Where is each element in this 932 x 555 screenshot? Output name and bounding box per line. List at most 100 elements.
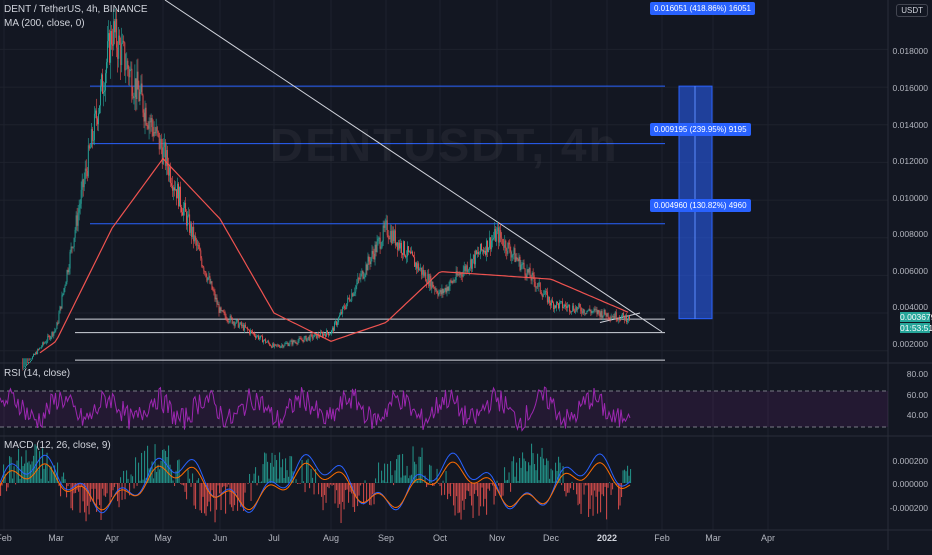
candle-body (34, 354, 35, 355)
macd-histogram-bar (597, 483, 598, 514)
candle-body (606, 314, 607, 316)
rsi-legend[interactable]: RSI (14, close) (4, 368, 70, 379)
candle-body (569, 305, 570, 312)
candle-body (628, 315, 629, 320)
macd-histogram-bar (114, 483, 115, 487)
macd-histogram-bar (66, 483, 67, 497)
candle-body (182, 212, 183, 215)
macd-histogram-bar (408, 478, 409, 483)
macd-histogram-bar (369, 483, 370, 505)
candle-body (103, 92, 104, 94)
macd-histogram-bar (594, 483, 595, 491)
candle-body (64, 288, 65, 293)
macd-histogram-bar (536, 470, 537, 483)
candle-body (155, 132, 156, 133)
candle-body (308, 337, 309, 338)
macd-histogram-bar (612, 483, 613, 489)
candle-body (508, 243, 509, 245)
candle-body (252, 331, 253, 333)
currency-badge[interactable]: USDT (896, 4, 928, 17)
candle-body (378, 239, 379, 241)
candle-body (450, 280, 451, 286)
candle-body (286, 343, 287, 344)
candle-body (226, 316, 227, 320)
candle-body (39, 348, 40, 349)
candle-body (451, 280, 452, 281)
candle-body (490, 237, 491, 249)
candle-body (208, 276, 209, 277)
macd-histogram-bar (489, 483, 490, 491)
macd-histogram-bar (87, 483, 88, 506)
macd-histogram-bar (197, 480, 198, 483)
candle-body (31, 360, 32, 361)
candle-body (332, 328, 333, 331)
candle-body (30, 361, 31, 362)
candle-body (293, 340, 294, 344)
candle-body (127, 61, 128, 69)
macd-histogram-bar (227, 483, 228, 487)
candle-body (142, 84, 143, 96)
candle-body (262, 336, 263, 342)
candle-body (50, 337, 51, 339)
macd-histogram-bar (449, 483, 450, 494)
macd-histogram-bar (486, 483, 487, 515)
candle-body (206, 277, 207, 281)
macd-histogram-bar (471, 483, 472, 505)
candle-body (363, 277, 364, 278)
candle-body (174, 187, 175, 190)
macd-histogram-bar (92, 483, 93, 489)
candle-body (248, 329, 249, 330)
candle-body (376, 245, 377, 252)
macd-histogram-bar (513, 456, 514, 483)
candle-body (222, 310, 223, 311)
macd-legend[interactable]: MACD (12, 26, close, 9) (4, 440, 111, 451)
macd-histogram-bar (569, 483, 570, 493)
candle-body (396, 242, 397, 245)
macd-histogram-bar (119, 483, 120, 507)
macd-histogram-bar (585, 483, 586, 485)
macd-histogram-bar (600, 483, 601, 512)
candle-body (486, 241, 487, 255)
candle-body (519, 257, 520, 261)
candle-body (608, 313, 609, 318)
macd-histogram-bar (431, 466, 432, 483)
macd-histogram-bar (525, 461, 526, 483)
macd-histogram-bar (482, 483, 483, 488)
candle-body (452, 281, 453, 283)
candle-body (58, 314, 59, 324)
macd-histogram-bar (549, 479, 550, 483)
macd-histogram-bar (624, 470, 625, 483)
target-label-1[interactable]: 0.016051 (418.86%) 16051 (650, 2, 755, 15)
candle-body (66, 282, 67, 286)
macd-histogram-bar (588, 483, 589, 517)
macd-histogram-bar (345, 483, 346, 490)
candle-body (77, 215, 78, 225)
macd-histogram-bar (201, 483, 202, 513)
macd-histogram-bar (182, 483, 183, 485)
candle-body (304, 337, 305, 341)
candle-body (301, 338, 302, 339)
time-axis-label: Jun (213, 533, 228, 543)
candle-body (343, 306, 344, 307)
symbol-legend[interactable]: DENT / TetherUS, 4h, BINANCE (4, 4, 148, 15)
candle-body (575, 307, 576, 312)
candle-body (467, 265, 468, 271)
macd-histogram-bar (110, 483, 111, 504)
macd-histogram-bar (512, 461, 513, 483)
macd-histogram-bar (608, 483, 609, 488)
candle-body (290, 342, 291, 345)
candle-body (344, 306, 345, 308)
target-label-3[interactable]: 0.004960 (130.82%) 4960 (650, 199, 751, 212)
candle-body (466, 265, 467, 271)
candle-body (597, 309, 598, 314)
candle-body (291, 340, 292, 341)
candle-body (307, 338, 308, 341)
macd-histogram-bar (44, 469, 45, 483)
price-tick-label: 0.018000 (893, 46, 928, 56)
macd-histogram-bar (314, 483, 315, 494)
ma-legend[interactable]: MA (200, close, 0) (4, 18, 85, 29)
macd-histogram-bar (68, 483, 69, 486)
target-label-2[interactable]: 0.009195 (239.95%) 9195 (650, 123, 751, 136)
